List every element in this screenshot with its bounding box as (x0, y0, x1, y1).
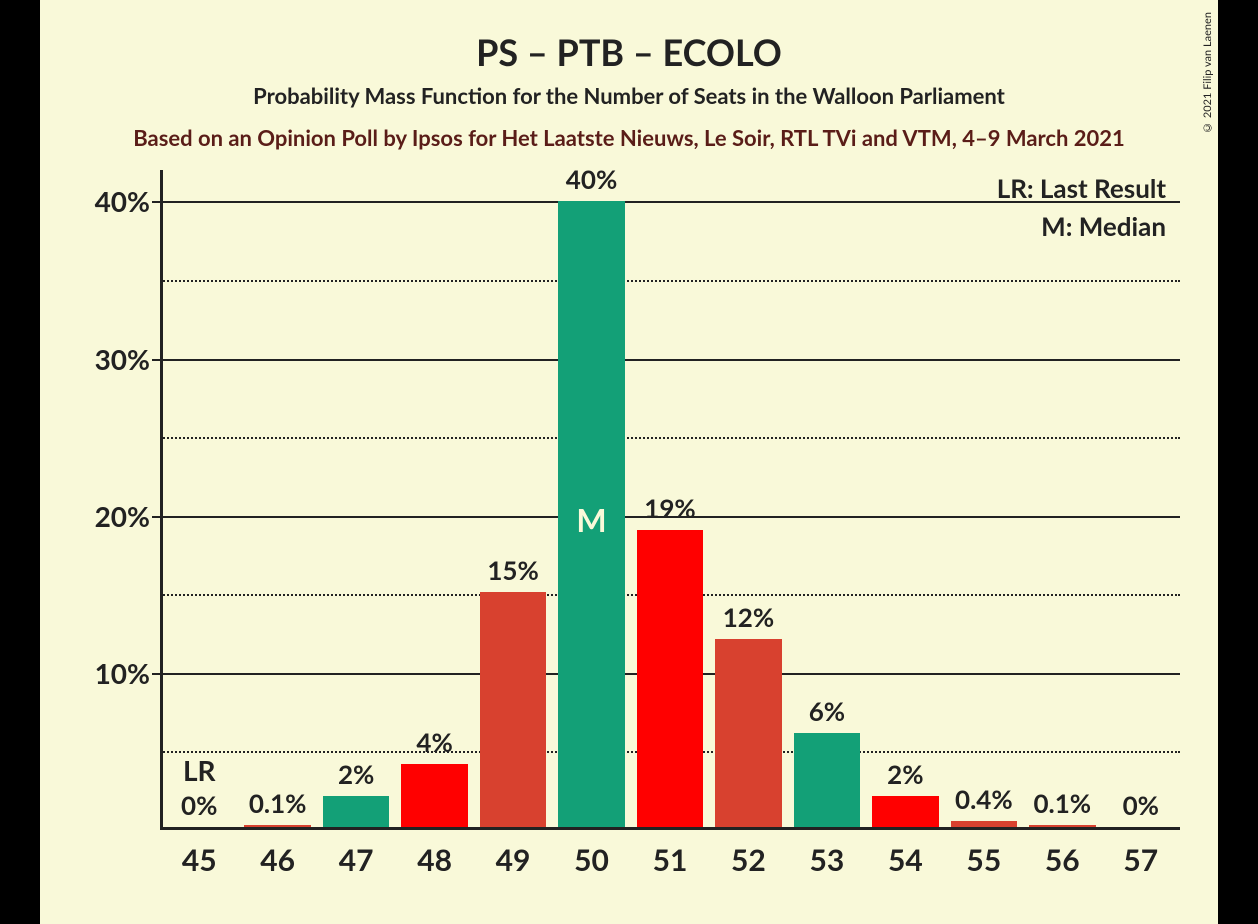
bar (244, 825, 310, 827)
x-tick-label: 57 (1102, 842, 1180, 878)
y-tick-label: 20% (70, 499, 150, 533)
x-tick-label: 52 (709, 842, 787, 878)
bar-value-label: 0.1% (238, 787, 316, 819)
x-tick-label: 48 (395, 842, 473, 878)
bar (951, 821, 1017, 827)
bar (715, 639, 781, 827)
x-tick-label: 54 (866, 842, 944, 878)
y-tick-mark (152, 359, 160, 361)
x-tick-label: 47 (317, 842, 395, 878)
bar-value-label: 40% (552, 163, 630, 195)
y-tick-mark (152, 201, 160, 203)
y-tick-mark (152, 516, 160, 518)
bar-value-label: 2% (866, 758, 944, 790)
bar-value-label: 15% (474, 554, 552, 586)
bars-container: 0%LR0.1%2%4%15%40%M19%12%6%2%0.4%0.1%0% (160, 170, 1180, 827)
bar (794, 733, 860, 827)
bar-value-label: 2% (317, 758, 395, 790)
x-tick-label: 53 (788, 842, 866, 878)
bar-value-label: 4% (395, 726, 473, 758)
chart-source: Based on an Opinion Poll by Ipsos for He… (0, 124, 1258, 151)
median-marker: M (552, 500, 630, 539)
lr-marker: LR (160, 753, 238, 787)
bar-value-label: 0% (160, 789, 238, 821)
plot-area: 10%20%30%40% LR: Last Result M: Median 0… (160, 170, 1180, 830)
y-tick-label: 10% (70, 656, 150, 690)
bar (1029, 825, 1095, 827)
x-tick-label: 50 (552, 842, 630, 878)
bar-value-label: 0.1% (1023, 787, 1101, 819)
bar (323, 796, 389, 827)
bar (480, 592, 546, 827)
bar-value-label: 0% (1102, 789, 1180, 821)
x-tick-label: 49 (474, 842, 552, 878)
y-tick-mark (152, 673, 160, 675)
bar-value-label: 19% (631, 492, 709, 524)
x-tick-label: 51 (631, 842, 709, 878)
bar (872, 796, 938, 827)
x-tick-label: 46 (238, 842, 316, 878)
x-axis (160, 827, 1180, 830)
bar-value-label: 6% (788, 695, 866, 727)
x-tick-label: 56 (1023, 842, 1101, 878)
y-tick-label: 30% (70, 342, 150, 376)
bar (401, 764, 467, 827)
bar (637, 530, 703, 827)
x-tick-label: 45 (160, 842, 238, 878)
chart-subtitle: Probability Mass Function for the Number… (40, 82, 1218, 109)
y-tick-label: 40% (70, 184, 150, 218)
x-tick-label: 55 (945, 842, 1023, 878)
bar-value-label: 12% (709, 601, 787, 633)
chart-title: PS – PTB – ECOLO (40, 30, 1218, 74)
bar-value-label: 0.4% (945, 783, 1023, 815)
